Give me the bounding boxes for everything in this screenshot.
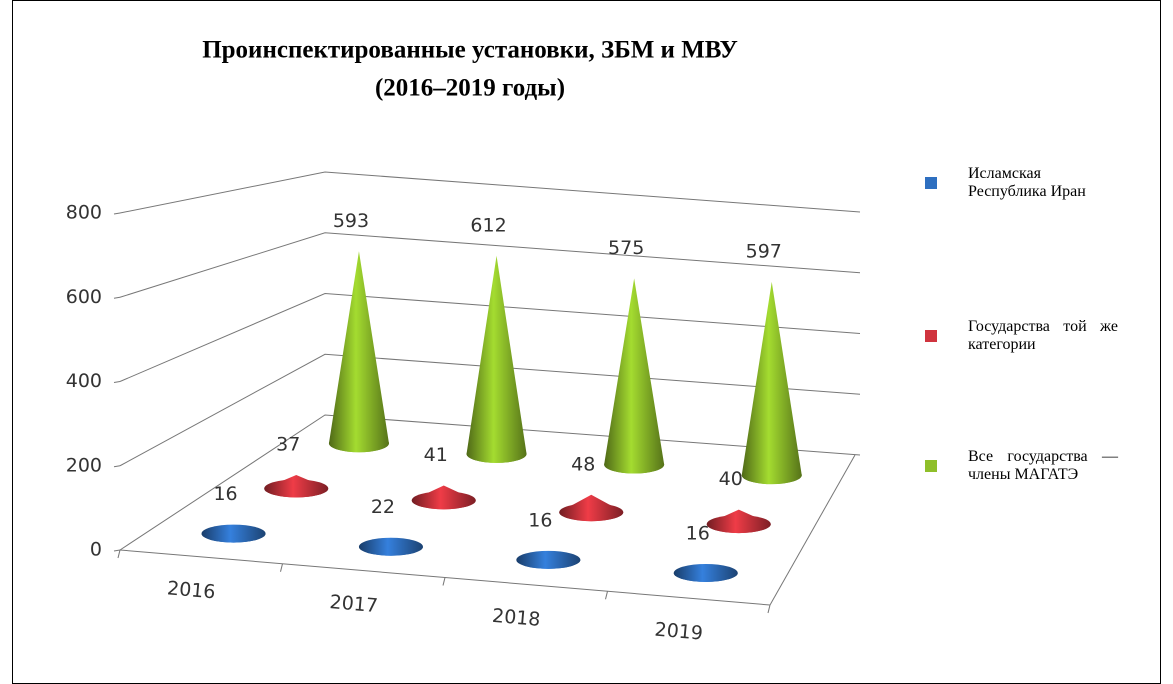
legend-swatch — [925, 460, 937, 472]
legend-swatch — [925, 330, 937, 342]
data-label: 41 — [424, 444, 448, 466]
data-label: 593 — [333, 210, 369, 232]
chart-title: Проинспектированные установки, ЗБМ и МВУ — [202, 37, 738, 64]
x-tick — [117, 549, 121, 559]
cone — [201, 524, 266, 543]
x-tick-label: 2016 — [166, 577, 216, 603]
y-tick-label: 800 — [66, 202, 102, 224]
cone — [604, 278, 665, 474]
data-label: 16 — [528, 509, 552, 531]
data-label: 37 — [276, 434, 300, 456]
legend-item: Исламская Республика Иран — [925, 165, 1155, 201]
legend-label: Все государства — члены МАГАТЭ — [968, 448, 1118, 483]
tick-mark — [113, 212, 121, 215]
cone — [264, 475, 329, 498]
y-tick-label: 600 — [66, 286, 102, 308]
data-label: 597 — [746, 240, 782, 262]
data-label: 40 — [719, 468, 743, 490]
cone — [741, 281, 802, 485]
x-tick-label: 2018 — [491, 605, 541, 631]
tick-mark — [113, 296, 121, 299]
chart-title: (2016–2019 годы) — [375, 75, 565, 102]
cone — [516, 550, 581, 569]
x-tick — [767, 604, 771, 614]
data-label: 612 — [470, 214, 506, 236]
x-tick-label: 2019 — [654, 619, 704, 645]
legend-swatch — [925, 177, 937, 189]
y-tick-label: 200 — [66, 454, 102, 476]
grid-line — [119, 171, 861, 214]
cone — [673, 563, 738, 582]
tick-mark — [113, 465, 121, 468]
x-tick-label: 2017 — [329, 591, 379, 617]
cone — [466, 255, 527, 463]
grid-line — [119, 414, 861, 551]
cone — [706, 509, 771, 534]
grid-line — [119, 232, 861, 298]
legend-label: Исламская Республика Иран — [968, 165, 1086, 200]
x-tick — [280, 563, 283, 572]
grid-line — [119, 292, 861, 382]
data-label: 16 — [213, 483, 237, 505]
legend-label: Государства той же категории — [968, 318, 1118, 353]
tick-mark — [113, 549, 121, 552]
data-label: 48 — [571, 453, 595, 475]
x-tick — [442, 577, 446, 586]
y-tick-label: 400 — [66, 370, 102, 392]
legend-item: Все государства — члены МАГАТЭ — [925, 448, 1155, 484]
cone — [411, 485, 476, 510]
data-label: 16 — [686, 522, 710, 544]
legend-item: Государства той же категории — [925, 318, 1155, 354]
cone — [328, 251, 389, 453]
grid-line — [119, 353, 861, 467]
y-tick-label: 0 — [90, 539, 102, 561]
x-tick — [605, 591, 608, 600]
cone — [358, 537, 423, 556]
floor-edge — [769, 454, 856, 606]
tick-mark — [113, 381, 121, 383]
cone — [559, 494, 624, 522]
data-label: 22 — [371, 496, 395, 518]
data-label: 575 — [608, 237, 644, 259]
